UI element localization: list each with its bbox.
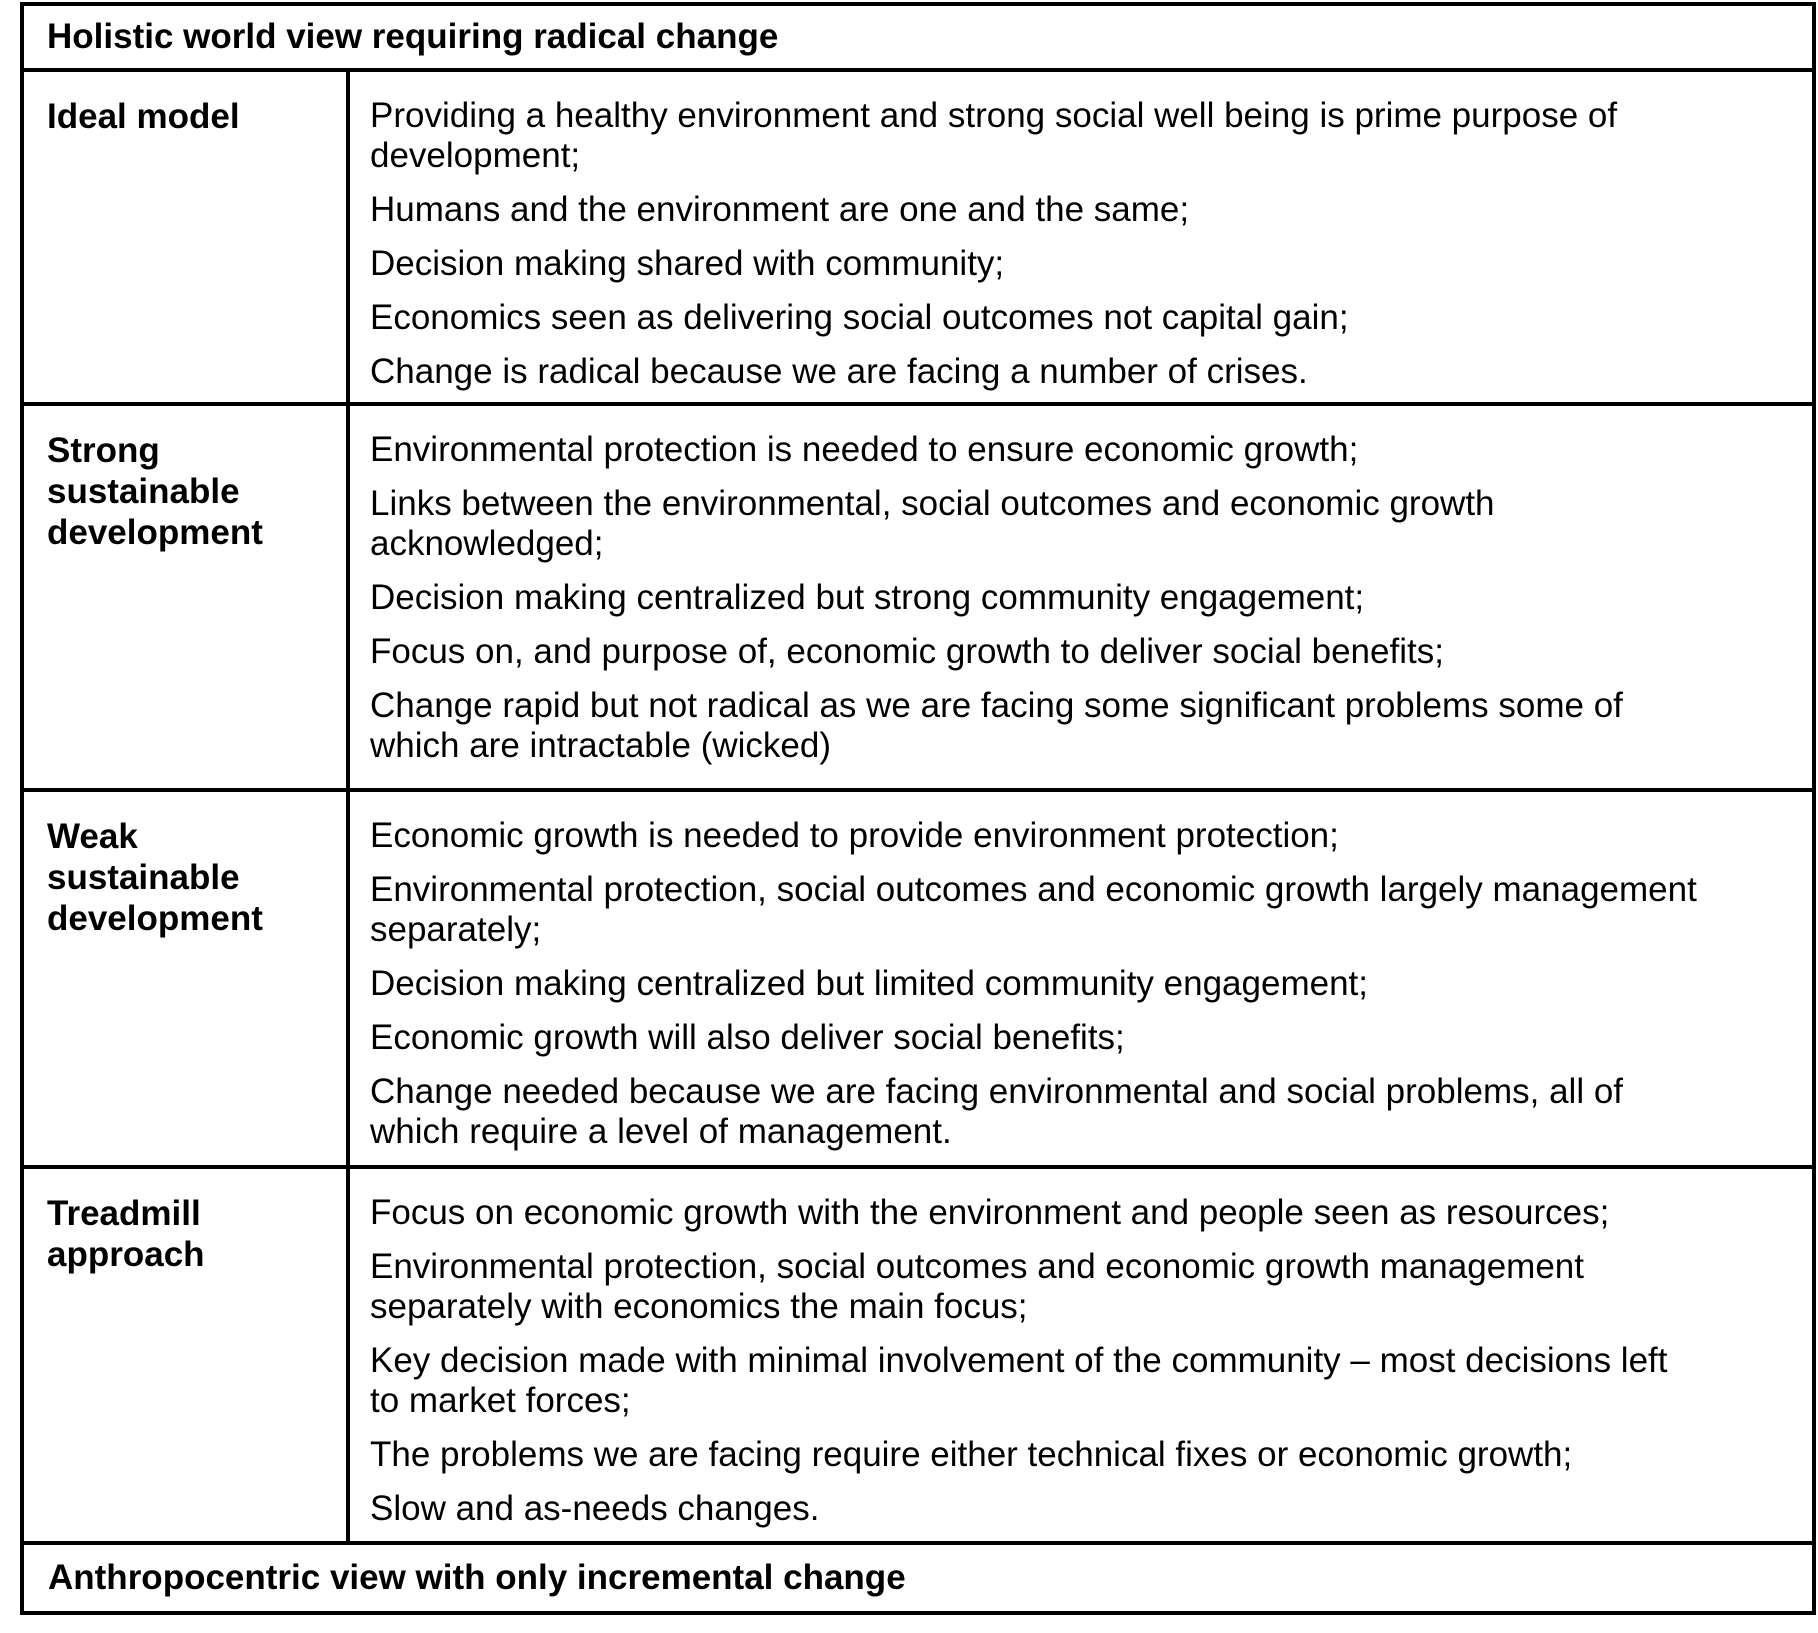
point-text: Economic growth is needed to provide env… <box>370 816 1339 855</box>
point-text: Links between the environmental, social … <box>370 484 1495 563</box>
point-text: Change rapid but not radical as we are f… <box>370 686 1623 765</box>
point-text: Humans and the environment are one and t… <box>370 190 1190 229</box>
point-text: Focus on, and purpose of, economic growt… <box>370 632 1444 671</box>
point-text: Environmental protection is needed to en… <box>370 430 1359 469</box>
worldview-comparison-table: Holistic world view requiring radical ch… <box>20 2 1816 1615</box>
point-text: Change needed because we are facing envi… <box>370 1072 1624 1151</box>
row-label-treadmill-approach: Treadmill approach <box>24 1169 350 1541</box>
point-text: Focus on economic growth with the enviro… <box>370 1193 1610 1232</box>
row-content-ideal-model: Providing a healthy environment and stro… <box>350 72 1812 402</box>
point-text: Providing a healthy environment and stro… <box>370 96 1618 175</box>
table-row-strong-sustainable-development: Strong sustainable development Environme… <box>24 406 1812 792</box>
table-row-weak-sustainable-development: Weak sustainable development Economic gr… <box>24 792 1812 1169</box>
row-content-treadmill-approach: Focus on economic growth with the enviro… <box>350 1169 1812 1541</box>
point-text: Economics seen as delivering social outc… <box>370 298 1349 337</box>
row-label-ideal-model: Ideal model <box>24 72 350 402</box>
row-content-strong-sustainable-development: Environmental protection is needed to en… <box>350 406 1812 788</box>
point-text: Decision making shared with community; <box>370 244 1005 283</box>
row-label-strong-sustainable-development: Strong sustainable development <box>24 406 350 788</box>
point-text: Decision making centralized but strong c… <box>370 578 1365 617</box>
row-label-weak-sustainable-development: Weak sustainable development <box>24 792 350 1165</box>
point-text: Slow and as-needs changes. <box>370 1489 820 1528</box>
table-footer-row: Anthropocentric view with only increment… <box>24 1545 1812 1611</box>
table-row-ideal-model: Ideal model Providing a healthy environm… <box>24 72 1812 406</box>
point-text: Environmental protection, social outcome… <box>370 870 1697 949</box>
point-text: Key decision made with minimal involveme… <box>370 1341 1668 1420</box>
point-text: Decision making centralized but limited … <box>370 964 1368 1003</box>
table-row-treadmill-approach: Treadmill approach Focus on economic gro… <box>24 1169 1812 1545</box>
table-footer-title: Anthropocentric view with only increment… <box>48 1558 906 1597</box>
row-content-weak-sustainable-development: Economic growth is needed to provide env… <box>350 792 1812 1165</box>
table-header-row: Holistic world view requiring radical ch… <box>24 6 1812 72</box>
table-header-title: Holistic world view requiring radical ch… <box>47 17 779 56</box>
point-text: Environmental protection, social outcome… <box>370 1247 1584 1326</box>
point-text: The problems we are facing require eithe… <box>370 1435 1573 1474</box>
point-text: Economic growth will also deliver social… <box>370 1018 1125 1057</box>
point-text: Change is radical because we are facing … <box>370 352 1308 391</box>
